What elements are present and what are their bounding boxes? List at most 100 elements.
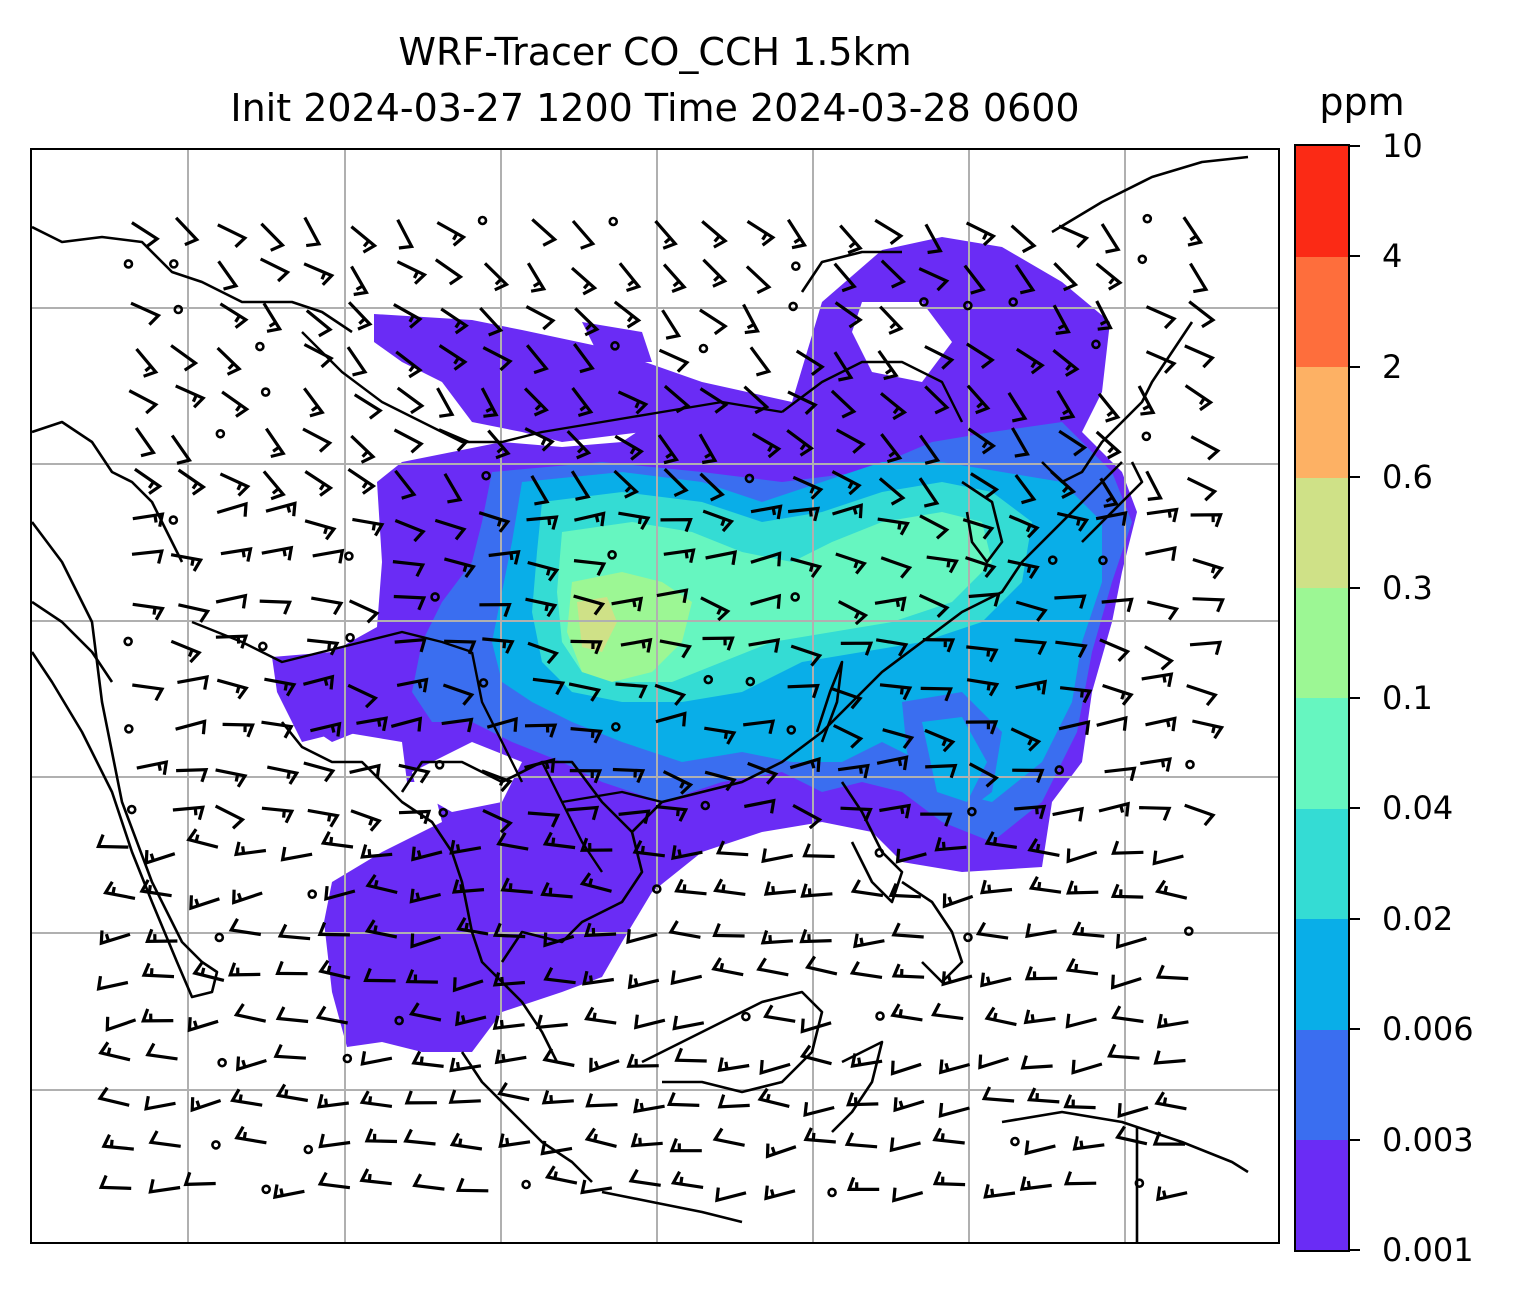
colorbar-tick — [1350, 145, 1360, 147]
colorbar-tick-label: 0.02 — [1382, 899, 1454, 938]
wind-barb — [787, 683, 820, 699]
wind-barb — [128, 389, 159, 415]
wind-barb — [891, 922, 924, 939]
wind-barb — [573, 559, 607, 577]
wind-barb — [757, 1087, 790, 1108]
wind-barb — [347, 683, 379, 709]
wind-barb — [103, 880, 136, 900]
wind-barb — [1052, 348, 1080, 377]
wind-barb — [216, 346, 242, 376]
wind-barb — [717, 1057, 750, 1073]
calm-wind-circle — [745, 676, 756, 687]
colorbar-segment — [1296, 146, 1348, 257]
wind-barb — [874, 596, 907, 612]
wind-barb — [663, 467, 689, 498]
wind-barb — [850, 1053, 883, 1068]
wind-barb — [1019, 1176, 1052, 1191]
wind-barb — [1140, 757, 1172, 772]
wind-barb — [544, 1165, 578, 1185]
wind-barb — [611, 596, 644, 612]
wind-barb — [303, 216, 322, 248]
wind-barb — [365, 874, 398, 895]
wind-barb — [633, 1014, 666, 1030]
coastline-segment — [961, 480, 1004, 564]
wind-barb — [97, 1086, 130, 1107]
wind-barb — [568, 682, 602, 702]
wind-barb — [756, 957, 789, 977]
wind-barb — [968, 762, 999, 788]
wind-barb — [661, 309, 682, 340]
map-canvas — [32, 150, 1278, 1242]
wind-barb — [743, 385, 770, 415]
wind-barb — [1007, 559, 1040, 579]
wind-barb — [965, 342, 995, 369]
wind-barb — [305, 309, 333, 338]
calm-wind-circle — [168, 259, 179, 269]
calm-wind-circle — [521, 1179, 531, 1190]
wind-barb — [571, 387, 594, 418]
wind-barb — [498, 1133, 531, 1149]
wind-barb — [527, 560, 560, 582]
wind-barb — [1189, 262, 1209, 294]
wind-barb — [1192, 557, 1225, 580]
wind-barb — [540, 882, 573, 899]
wind-barb — [792, 475, 824, 500]
wind-barb — [580, 837, 613, 852]
wind-barb — [1139, 806, 1172, 821]
wind-barb — [662, 770, 694, 795]
wind-barb — [888, 882, 921, 899]
wind-barb — [1184, 803, 1216, 827]
wind-barb — [764, 1185, 796, 1201]
wind-barb — [570, 266, 598, 296]
wind-barb — [570, 470, 591, 501]
wind-barb — [658, 348, 690, 373]
wind-barb — [925, 763, 958, 779]
wind-barb — [352, 517, 385, 537]
wind-barb — [920, 686, 953, 702]
wind-barb — [1145, 545, 1177, 561]
wind-barb — [763, 1004, 796, 1023]
wind-barb — [266, 765, 300, 785]
wind-barb — [670, 970, 703, 986]
wind-barb — [834, 301, 863, 329]
wind-barb — [751, 432, 782, 459]
wind-barb — [1095, 300, 1113, 331]
wind-barb — [763, 881, 797, 896]
wind-barb — [398, 763, 431, 784]
map-plot-area[interactable] — [30, 148, 1280, 1244]
wind-barb — [443, 557, 476, 579]
calm-wind-circle — [261, 1184, 271, 1195]
wind-barb — [966, 384, 991, 415]
wind-barb — [390, 716, 423, 732]
wind-barb — [221, 390, 250, 418]
wind-barb — [1145, 470, 1163, 501]
wind-barb — [984, 1006, 1017, 1027]
wind-barb — [452, 977, 484, 993]
wind-barb — [1056, 389, 1076, 421]
wind-barb — [318, 1133, 351, 1149]
wind-barb — [585, 1093, 618, 1108]
wind-barb — [449, 839, 482, 855]
wind-barb — [1107, 1043, 1140, 1060]
wind-barb — [918, 267, 950, 292]
wind-barb — [396, 677, 429, 693]
wind-barb — [942, 893, 974, 909]
wind-barb — [434, 518, 467, 541]
wind-barb — [618, 511, 651, 530]
wind-barb — [543, 966, 576, 985]
wind-barb — [670, 1170, 704, 1189]
wind-barb — [262, 470, 286, 501]
colorbar-segment — [1296, 808, 1348, 920]
wind-barb — [662, 263, 687, 293]
wind-barb — [264, 677, 297, 697]
wind-barb — [346, 346, 368, 377]
wind-barb — [574, 511, 606, 527]
wind-barb — [479, 602, 512, 618]
wind-barb — [712, 1127, 745, 1147]
wind-barb — [324, 885, 356, 902]
wind-barb — [1065, 957, 1099, 976]
calm-wind-circle — [123, 636, 133, 647]
wind-barb — [632, 839, 665, 858]
wind-barb — [277, 923, 311, 941]
wind-barb — [408, 1002, 442, 1022]
